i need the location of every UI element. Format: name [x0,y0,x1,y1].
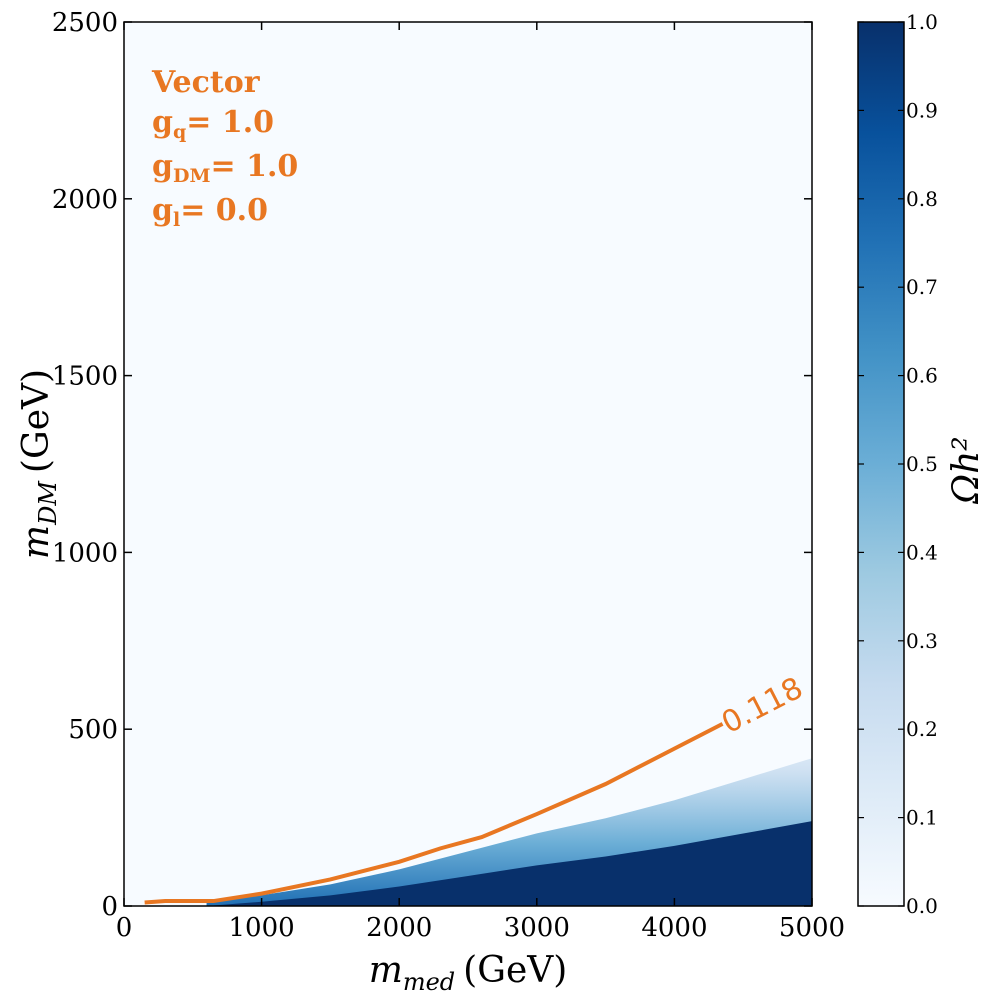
model-annotation: Vector gq= 1.0 gDM= 1.0 gl= 0.0 [151,65,298,231]
x-axis-ticks: 0 1000 2000 3000 4000 5000 [116,22,845,943]
y-tick-label: 500 [68,715,118,745]
coupling-gl: gl= 0.0 [152,193,268,231]
model-name: Vector [151,65,261,100]
colorbar-tick-label: 0.3 [906,629,938,653]
colorbar-tick-label: 0.9 [906,98,938,122]
y-tick-label: 0 [101,892,118,922]
coupling-gdm: gDM= 1.0 [152,149,298,187]
colorbar-tick-label: 0.4 [906,540,938,564]
coupling-gq: gq= 1.0 [152,105,274,143]
relic-density-contour [144,722,724,905]
colorbar-tick-label: 0.2 [906,717,938,741]
colorbar-ticks: 0.0 0.1 0.2 0.3 0.4 0.5 0.6 0.7 0.8 0.9 1.0 [858,10,938,918]
y-axis-ticks: 0 500 1000 1500 2000 2500 [52,8,812,922]
x-tick-label: 4000 [641,913,707,943]
x-tick-label: 1000 [229,913,295,943]
colorbar [857,21,905,907]
y-tick-label: 2000 [52,185,118,215]
x-tick-label: 5000 [779,913,845,943]
x-axis-title: mmed (GeV) [369,950,568,996]
y-tick-label: 1500 [52,362,118,392]
x-tick-label: 0 [116,913,133,943]
colorbar-tick-label: 0.8 [906,187,938,211]
y-tick-label: 2500 [52,8,118,38]
x-tick-label: 2000 [366,913,432,943]
heatmap-saturated-region [206,821,812,906]
colorbar-tick-label: 0.6 [906,364,938,388]
colorbar-title: Ωh² [946,436,987,504]
colorbar-tick-label: 0.5 [906,452,938,476]
colorbar-tick-label: 0.1 [906,806,938,830]
y-tick-label: 1000 [52,538,118,568]
colorbar-tick-label: 0.7 [906,275,938,299]
y-axis-title: mDM(GeV) [16,369,62,559]
colorbar-tick-label: 1.0 [906,10,938,34]
plot-frame [123,21,813,907]
x-tick-label: 3000 [504,913,570,943]
heatmap-background [124,22,812,906]
colorbar-tick-label: 0.0 [906,894,938,918]
